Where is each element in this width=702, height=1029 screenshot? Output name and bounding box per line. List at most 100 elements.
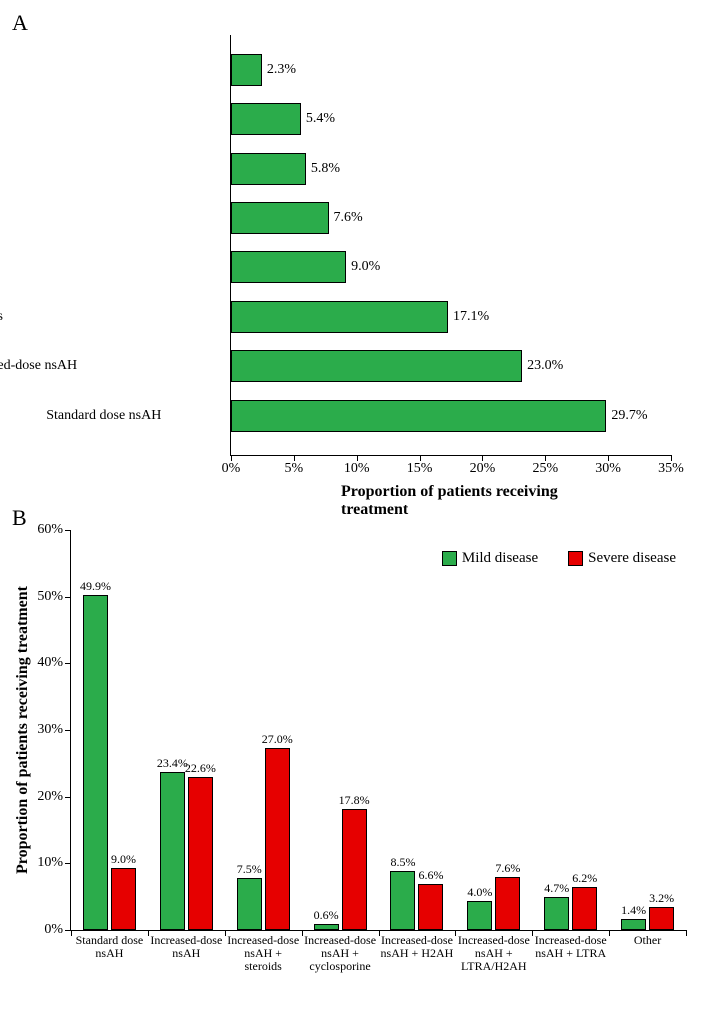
chart-b-category-label: Increased-dosensAH [148, 934, 225, 960]
chart-b-value-label: 3.2% [649, 891, 674, 906]
chart-b-bar-mild: 7.5% [237, 878, 262, 930]
chart-b-value-label: 17.8% [339, 793, 370, 808]
chart-b-bar-severe: 9.0% [111, 868, 136, 930]
chart-a-row: Standard dose nsAH29.7% [231, 391, 606, 440]
chart-b-category-label: Increased-dosensAH +LTRA/H2AH [455, 934, 532, 974]
chart-b-value-label: 0.6% [314, 908, 339, 923]
chart-a-value-label: 17.1% [453, 309, 489, 325]
chart-a-xtick-label: 5% [285, 461, 304, 477]
chart-b-bar-mild: 23.4% [160, 772, 185, 930]
chart-b-bar-severe: 3.2% [649, 907, 674, 930]
chart-a-bar: 5.8% [231, 153, 306, 185]
chart-b-group: 1.4%3.2% [609, 907, 686, 930]
chart-b-ytick-label: 30% [37, 722, 63, 738]
chart-a-category-label: Increased-dose nsAH + steroids [0, 309, 3, 324]
chart-b-plot: Proportion of patients receiving treatme… [70, 530, 686, 931]
chart-b-category-label: Increased-dosensAH + H2AH [379, 934, 456, 960]
chart-b-ytick-label: 10% [37, 855, 63, 871]
chart-b-xtick [71, 930, 72, 936]
chart-a-row: Increased-dose nsAH + LTRAs5.4% [231, 94, 301, 143]
chart-a-value-label: 2.3% [267, 62, 296, 78]
chart-b-value-label: 27.0% [262, 732, 293, 747]
legend-item: Mild disease [442, 550, 538, 567]
chart-a-row: Increased-dose nsAH + LTRA/H2AH5.8% [231, 144, 306, 193]
chart-a-row: Other2.3% [231, 45, 262, 94]
chart-a-row: Increased-dose nsAH + cyclosporine9.0% [231, 243, 346, 292]
chart-a-row: Increased-dose nsAH + H2AH7.6% [231, 193, 329, 242]
chart-a-plot: Proportion of patients receiving treatme… [230, 35, 671, 456]
chart-b-bar-severe: 6.2% [572, 887, 597, 930]
chart-b-bar-severe: 6.6% [418, 884, 443, 930]
chart-a-value-label: 7.6% [334, 210, 363, 226]
chart-b-value-label: 7.5% [237, 862, 262, 877]
chart-b-group: 0.6%17.8% [302, 809, 379, 930]
chart-a-bar: 17.1% [231, 301, 448, 333]
chart-a-value-label: 23.0% [527, 358, 563, 374]
chart-a-bar: 23.0% [231, 350, 522, 382]
chart-b-xtick [686, 930, 687, 936]
chart-b-value-label: 49.9% [80, 579, 111, 594]
legend-label: Mild disease [462, 550, 538, 567]
chart-a-xtick-label: 35% [658, 461, 684, 477]
chart-b-ytick-label: 0% [44, 922, 63, 938]
chart-b-category-label: Other [609, 934, 686, 947]
chart-a-bar: 29.7% [231, 400, 606, 432]
chart-b-bar-mild: 0.6% [314, 924, 339, 930]
chart-a-xtick-label: 20% [470, 461, 496, 477]
chart-b-bar-mild: 1.4% [621, 919, 646, 930]
chart-a-row: Increased-dose nsAH23.0% [231, 341, 522, 390]
chart-b-value-label: 23.4% [157, 756, 188, 771]
chart-b-ylabel: Proportion of patients receiving treatme… [14, 586, 32, 874]
chart-b-ytick-label: 60% [37, 522, 63, 538]
chart-b-bar-severe: 17.8% [342, 809, 367, 930]
chart-b-bar-mild: 4.0% [467, 901, 492, 930]
chart-b-bar-mild: 8.5% [390, 871, 415, 930]
chart-a-category-label: Standard dose nsAH [0, 408, 161, 423]
chart-a-value-label: 5.4% [306, 111, 335, 127]
legend-swatch [442, 551, 457, 566]
chart-b-value-label: 4.0% [467, 885, 492, 900]
chart-b-group: 4.0%7.6% [455, 877, 532, 930]
chart-a-category-label: Increased-dose nsAH [0, 358, 77, 373]
chart-b-bar-mild: 4.7% [544, 897, 569, 930]
legend-label: Severe disease [588, 550, 676, 567]
chart-a-row: Increased-dose nsAH + steroids17.1% [231, 292, 448, 341]
chart-b-ytick-label: 40% [37, 655, 63, 671]
chart-b-group: 4.7%6.2% [532, 887, 609, 930]
chart-b-value-label: 8.5% [390, 855, 415, 870]
chart-b-value-label: 7.6% [495, 861, 520, 876]
panel-label-b: B [12, 505, 27, 531]
chart-b-category-label: Increased-dosensAH + LTRA [532, 934, 609, 960]
chart-b-bar-severe: 7.6% [495, 877, 520, 930]
chart-b-category-label: Standard dosensAH [71, 934, 148, 960]
chart-a-bar: 2.3% [231, 54, 262, 86]
chart-a-xtick-label: 30% [595, 461, 621, 477]
legend-swatch [568, 551, 583, 566]
chart-b-group: 23.4%22.6% [148, 772, 225, 930]
chart-b-value-label: 1.4% [621, 903, 646, 918]
chart-b-value-label: 6.6% [418, 868, 443, 883]
chart-b-ytick [65, 530, 71, 531]
chart-a-bar: 7.6% [231, 202, 329, 234]
panel-label-a: A [12, 10, 28, 36]
chart-a-value-label: 29.7% [611, 408, 647, 424]
chart-a-xtick-label: 25% [532, 461, 558, 477]
chart-b-category-label: Increased-dosensAH +steroids [225, 934, 302, 974]
chart-b-category-label: Increased-dosensAH +cyclosporine [302, 934, 379, 974]
chart-b: B Proportion of patients receiving treat… [10, 510, 690, 1000]
chart-b-value-label: 4.7% [544, 881, 569, 896]
chart-a-xtick-label: 0% [222, 461, 241, 477]
chart-a: A Proportion of patients receiving treat… [10, 10, 690, 500]
chart-b-ytick-label: 50% [37, 589, 63, 605]
chart-a-bar: 9.0% [231, 251, 346, 283]
legend-item: Severe disease [568, 550, 676, 567]
chart-b-group: 8.5%6.6% [379, 871, 456, 930]
chart-b-group: 49.9%9.0% [71, 595, 148, 930]
chart-b-ytick-label: 20% [37, 789, 63, 805]
chart-a-xtick-label: 10% [344, 461, 370, 477]
chart-b-value-label: 22.6% [185, 761, 216, 776]
chart-b-bar-mild: 49.9% [83, 595, 108, 930]
chart-b-bar-severe: 22.6% [188, 777, 213, 930]
chart-a-xtick-label: 15% [407, 461, 433, 477]
chart-b-legend: Mild disease Severe disease [442, 550, 676, 567]
